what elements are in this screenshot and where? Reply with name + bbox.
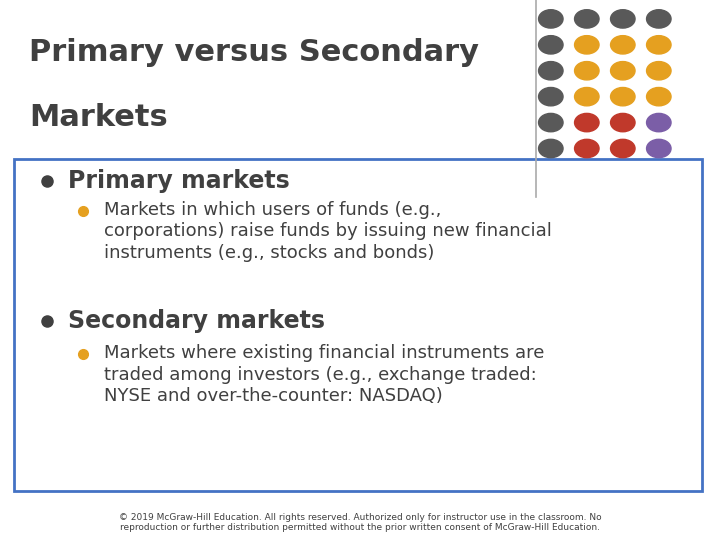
Circle shape bbox=[539, 62, 563, 80]
Circle shape bbox=[611, 10, 635, 28]
Circle shape bbox=[539, 139, 563, 158]
Circle shape bbox=[575, 10, 599, 28]
Circle shape bbox=[539, 87, 563, 106]
Circle shape bbox=[647, 113, 671, 132]
Circle shape bbox=[575, 62, 599, 80]
Text: Markets in which users of funds (e.g.,: Markets in which users of funds (e.g., bbox=[104, 201, 442, 219]
Circle shape bbox=[575, 113, 599, 132]
Circle shape bbox=[647, 36, 671, 54]
Text: Primary markets: Primary markets bbox=[68, 169, 290, 193]
Text: Primary versus Secondary: Primary versus Secondary bbox=[29, 38, 479, 67]
Text: Markets: Markets bbox=[29, 103, 168, 132]
Circle shape bbox=[539, 113, 563, 132]
Circle shape bbox=[611, 113, 635, 132]
Circle shape bbox=[647, 62, 671, 80]
Circle shape bbox=[647, 139, 671, 158]
Text: NYSE and over-the-counter: NASDAQ): NYSE and over-the-counter: NASDAQ) bbox=[104, 387, 443, 405]
Circle shape bbox=[575, 139, 599, 158]
Text: Markets where existing financial instruments are: Markets where existing financial instrum… bbox=[104, 344, 545, 362]
FancyBboxPatch shape bbox=[14, 159, 702, 491]
Circle shape bbox=[611, 62, 635, 80]
Text: © 2019 McGraw-Hill Education. All rights reserved. Authorized only for instructo: © 2019 McGraw-Hill Education. All rights… bbox=[119, 513, 601, 532]
Text: corporations) raise funds by issuing new financial: corporations) raise funds by issuing new… bbox=[104, 222, 552, 240]
Text: instruments (e.g., stocks and bonds): instruments (e.g., stocks and bonds) bbox=[104, 244, 435, 262]
Circle shape bbox=[647, 87, 671, 106]
Text: traded among investors (e.g., exchange traded:: traded among investors (e.g., exchange t… bbox=[104, 366, 537, 383]
Circle shape bbox=[575, 36, 599, 54]
Circle shape bbox=[647, 10, 671, 28]
Circle shape bbox=[539, 10, 563, 28]
Circle shape bbox=[611, 87, 635, 106]
Circle shape bbox=[575, 87, 599, 106]
Circle shape bbox=[611, 36, 635, 54]
Text: Secondary markets: Secondary markets bbox=[68, 309, 325, 333]
Circle shape bbox=[611, 139, 635, 158]
Circle shape bbox=[539, 36, 563, 54]
